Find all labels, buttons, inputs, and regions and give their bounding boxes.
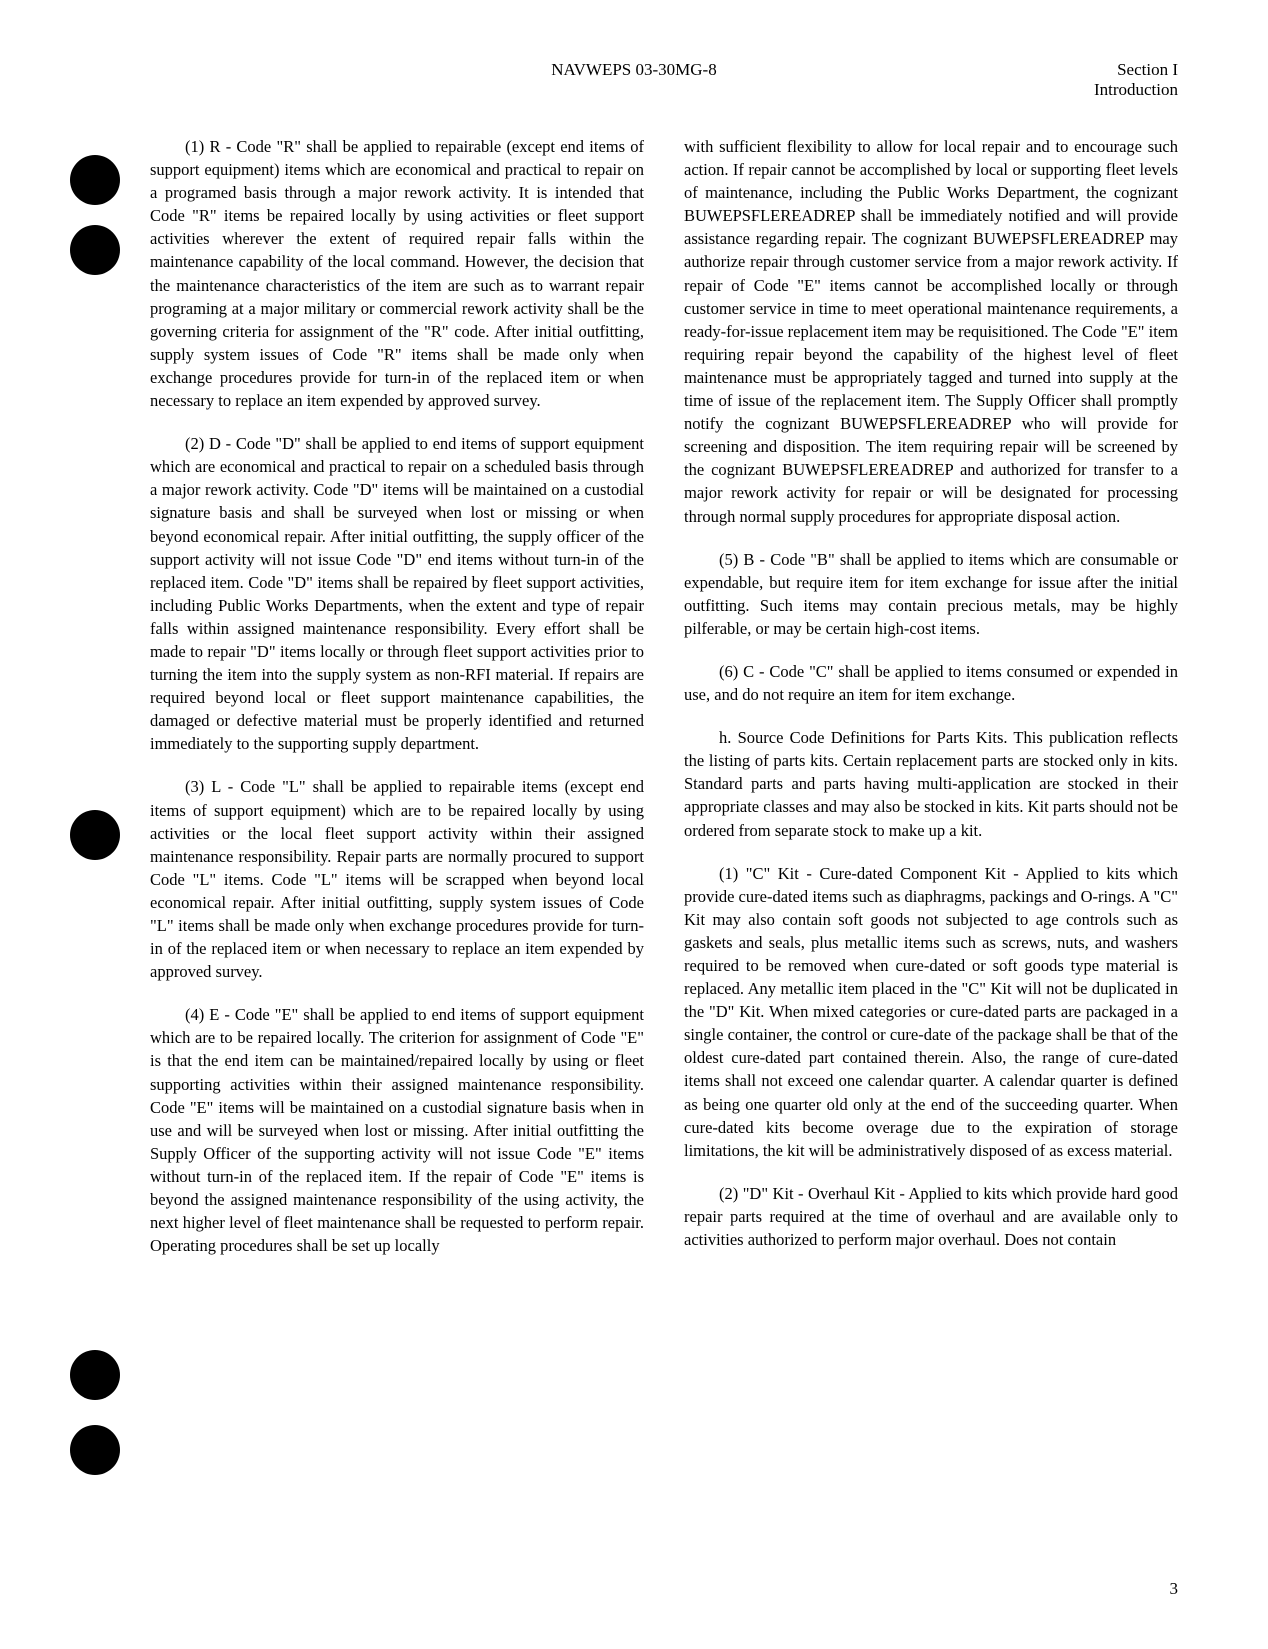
page-header: NAVWEPS 03-30MG-8 Section I Introduction <box>150 60 1178 100</box>
section-label: Section I <box>1094 60 1178 80</box>
right-column: with sufficient flexibility to allow for… <box>684 135 1178 1277</box>
content-columns: (1) R - Code "R" shall be applied to rep… <box>150 135 1178 1277</box>
punch-hole <box>70 225 120 275</box>
paragraph-b-code: (5) B - Code "B" shall be applied to ite… <box>684 548 1178 640</box>
paragraph-d-kit: (2) "D" Kit - Overhaul Kit - Applied to … <box>684 1182 1178 1251</box>
punch-hole <box>70 1425 120 1475</box>
paragraph-e-code: (4) E - Code "E" shall be applied to end… <box>150 1003 644 1257</box>
paragraph-c-kit: (1) "C" Kit - Cure-dated Component Kit -… <box>684 862 1178 1162</box>
paragraph-c-code: (6) C - Code "C" shall be applied to ite… <box>684 660 1178 706</box>
section-title: Introduction <box>1094 80 1178 100</box>
document-id: NAVWEPS 03-30MG-8 <box>551 60 716 80</box>
paragraph-source-code-defs: h. Source Code Definitions for Parts Kit… <box>684 726 1178 841</box>
page-number: 3 <box>1170 1579 1179 1599</box>
paragraph-e-code-continued: with sufficient flexibility to allow for… <box>684 135 1178 528</box>
paragraph-d-code: (2) D - Code "D" shall be applied to end… <box>150 432 644 755</box>
left-column: (1) R - Code "R" shall be applied to rep… <box>150 135 644 1277</box>
punch-hole <box>70 810 120 860</box>
punch-hole <box>70 1350 120 1400</box>
paragraph-l-code: (3) L - Code "L" shall be applied to rep… <box>150 775 644 983</box>
paragraph-r-code: (1) R - Code "R" shall be applied to rep… <box>150 135 644 412</box>
punch-hole <box>70 155 120 205</box>
